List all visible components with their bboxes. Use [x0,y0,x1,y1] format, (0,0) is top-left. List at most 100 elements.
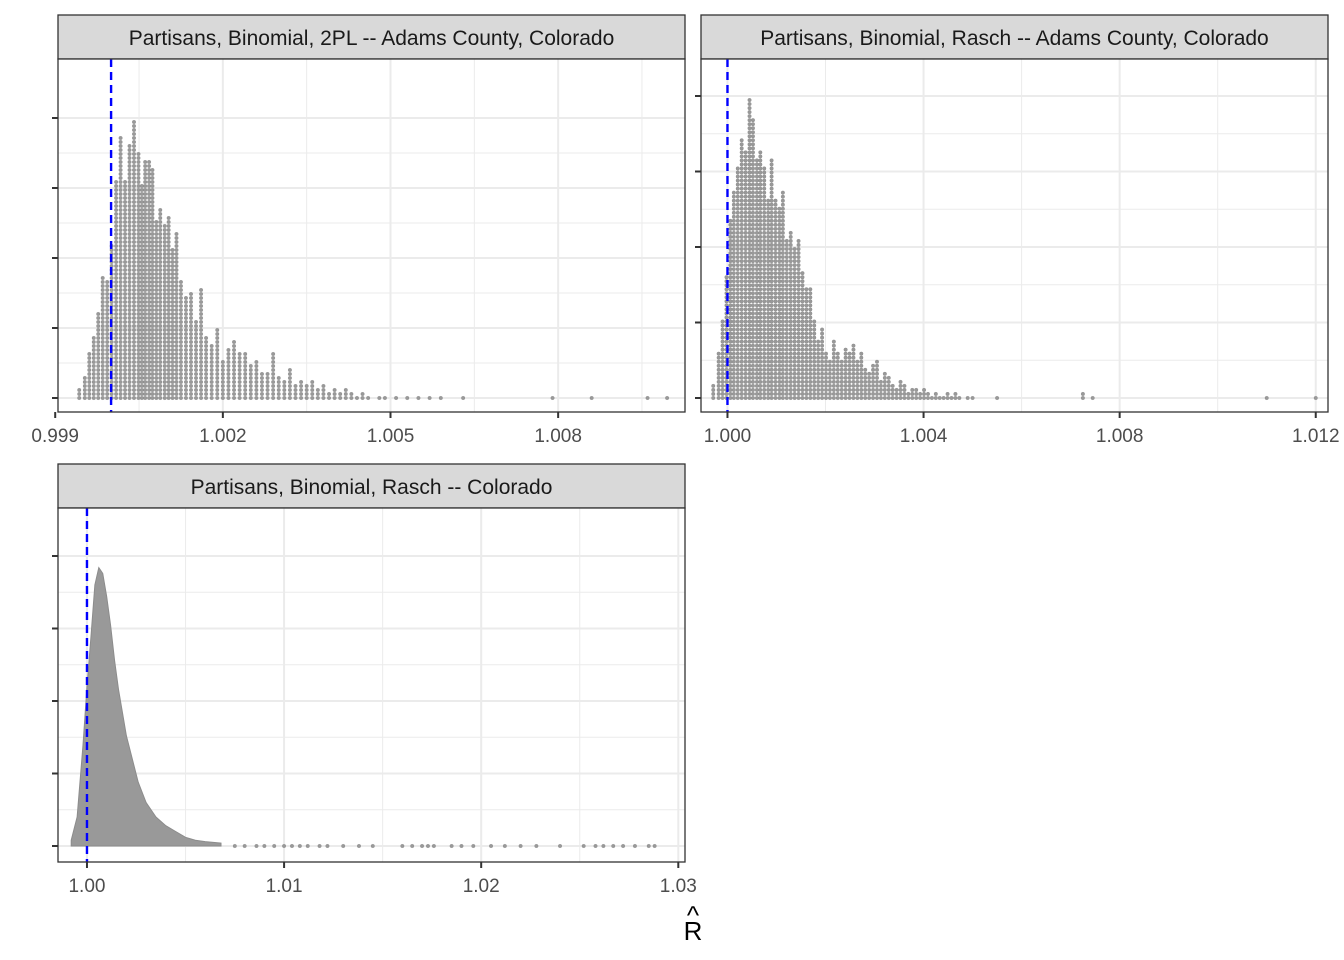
data-dot [747,146,752,151]
data-dot [194,360,198,364]
data-dot [199,332,204,336]
data-dot [382,396,387,400]
data-dot [777,335,782,340]
data-dot [100,284,105,288]
data-dot [147,228,152,232]
data-dot [788,323,793,328]
data-dot [154,340,159,344]
data-dot [136,376,141,380]
data-dot [147,320,152,324]
data-dot [109,392,114,396]
data-dot [728,218,733,223]
data-dot [735,387,740,392]
data-dot [758,283,763,288]
data-dot [766,315,771,320]
data-dot [754,158,759,163]
data-dot [731,194,736,199]
data-dot [762,287,767,292]
data-dot [123,272,128,276]
data-dot [735,355,740,360]
data-dot [847,383,852,388]
data-dot [174,268,179,272]
data-dot [299,396,304,400]
data-dot [150,264,155,268]
data-dot [751,355,755,360]
data-dot [174,264,179,268]
panel-border [700,58,1329,413]
data-dot [754,331,759,336]
data-dot [820,331,825,336]
data-dot [762,166,767,171]
data-dot [762,271,767,276]
data-dot [731,198,736,203]
data-dot [170,376,175,380]
data-dot [150,216,155,220]
data-dot [784,239,789,243]
data-dot [174,336,179,340]
data-dot [739,359,744,364]
data-dot [890,392,895,396]
data-dot [735,214,740,219]
data-dot [751,327,755,332]
data-dot [796,387,801,392]
data-dot [118,348,123,352]
data-dot [118,372,123,376]
data-dot [271,384,276,388]
data-dot [747,182,752,187]
data-dot [132,212,136,216]
data-dot [154,384,159,388]
data-dot [716,359,721,364]
data-dot [731,234,736,239]
data-dot [773,392,778,396]
data-dot [906,392,911,396]
data-dot [735,170,740,175]
data-dot [178,292,183,296]
data-dot [788,339,793,344]
data-dot [922,387,927,392]
data-dot [114,372,119,376]
data-dot [747,243,752,247]
data-dot [174,252,179,256]
data-dot [162,280,167,284]
data-dot [226,388,231,392]
data-dot [796,383,801,388]
data-dot [143,256,148,260]
data-dot [204,356,209,360]
data-dot [127,312,132,316]
data-dot [777,255,782,260]
data-dot [747,106,752,111]
data-dot [162,388,167,392]
data-dot [843,375,848,380]
data-dot [762,283,767,288]
data-dot [735,379,740,384]
data-dot [170,396,175,400]
data-dot [127,292,132,296]
data-dot [100,308,105,312]
data-dot [780,202,785,207]
data-dot [780,335,785,340]
data-dot [162,248,167,252]
x-tick-label: 1.00 [68,876,105,897]
data-dot [127,300,132,304]
data-dot [158,328,163,332]
data-dot [731,323,736,328]
data-dot [189,364,193,368]
data-dot [855,359,860,364]
data-dot [754,291,759,296]
data-dot [147,376,152,380]
data-dot [743,255,748,260]
data-dot [118,296,123,300]
data-dot [820,379,825,384]
data-dot [762,178,767,183]
data-dot [743,355,748,360]
data-dot [739,299,744,304]
data-dot [728,307,733,312]
data-dot [132,196,136,200]
data-dot [766,206,771,211]
data-dot [232,348,236,352]
data-dot [731,343,736,348]
data-dot [758,154,763,159]
data-dot [143,236,148,240]
data-dot [743,158,748,163]
data-dot [178,280,183,284]
